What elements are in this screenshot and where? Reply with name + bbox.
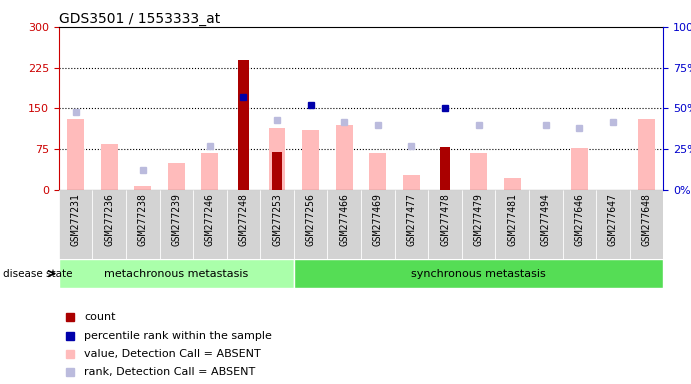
- Bar: [302, 130, 319, 190]
- Bar: [168, 163, 184, 190]
- Bar: [504, 178, 520, 190]
- Bar: [395, 190, 428, 259]
- Text: count: count: [84, 312, 115, 322]
- Bar: [160, 190, 193, 259]
- Text: metachronous metastasis: metachronous metastasis: [104, 268, 249, 279]
- Text: synchronous metastasis: synchronous metastasis: [411, 268, 546, 279]
- Bar: [440, 147, 450, 190]
- Text: GSM277466: GSM277466: [339, 194, 349, 247]
- Bar: [495, 190, 529, 259]
- Text: GSM277239: GSM277239: [171, 194, 181, 247]
- Bar: [562, 190, 596, 259]
- Bar: [269, 127, 285, 190]
- Text: GSM277236: GSM277236: [104, 194, 114, 247]
- Bar: [93, 190, 126, 259]
- Bar: [67, 119, 84, 190]
- Text: GSM277494: GSM277494: [541, 194, 551, 247]
- Text: GSM277238: GSM277238: [138, 194, 148, 247]
- Text: GSM277469: GSM277469: [373, 194, 383, 247]
- Bar: [336, 125, 352, 190]
- Text: GSM277253: GSM277253: [272, 194, 282, 247]
- Text: GSM277477: GSM277477: [406, 194, 417, 247]
- Bar: [101, 144, 117, 190]
- Text: percentile rank within the sample: percentile rank within the sample: [84, 331, 272, 341]
- Text: GSM277256: GSM277256: [305, 194, 316, 247]
- Text: rank, Detection Call = ABSENT: rank, Detection Call = ABSENT: [84, 367, 256, 377]
- Bar: [596, 190, 630, 259]
- Text: disease state: disease state: [3, 268, 73, 279]
- Text: GSM277648: GSM277648: [641, 194, 652, 247]
- Bar: [59, 190, 93, 259]
- Bar: [227, 190, 261, 259]
- Bar: [272, 152, 282, 190]
- Bar: [571, 147, 588, 190]
- Bar: [462, 190, 495, 259]
- Text: GSM277647: GSM277647: [608, 194, 618, 247]
- Bar: [238, 60, 249, 190]
- Bar: [403, 175, 420, 190]
- Text: value, Detection Call = ABSENT: value, Detection Call = ABSENT: [84, 349, 261, 359]
- Text: GSM277248: GSM277248: [238, 194, 249, 247]
- Bar: [134, 186, 151, 190]
- Text: GSM277246: GSM277246: [205, 194, 215, 247]
- Text: GSM277479: GSM277479: [473, 194, 484, 247]
- Bar: [428, 190, 462, 259]
- Text: GSM277481: GSM277481: [507, 194, 517, 247]
- Bar: [370, 153, 386, 190]
- Bar: [630, 190, 663, 259]
- Bar: [261, 190, 294, 259]
- Bar: [59, 259, 294, 288]
- Bar: [294, 190, 328, 259]
- Text: GSM277646: GSM277646: [574, 194, 585, 247]
- Text: GDS3501 / 1553333_at: GDS3501 / 1553333_at: [59, 12, 220, 26]
- Bar: [193, 190, 227, 259]
- Bar: [126, 190, 160, 259]
- Text: GSM277478: GSM277478: [440, 194, 450, 247]
- Bar: [638, 119, 655, 190]
- Bar: [328, 190, 361, 259]
- Text: GSM277231: GSM277231: [70, 194, 81, 247]
- Bar: [202, 153, 218, 190]
- Bar: [529, 190, 562, 259]
- Bar: [470, 153, 487, 190]
- Bar: [294, 259, 663, 288]
- Bar: [361, 190, 395, 259]
